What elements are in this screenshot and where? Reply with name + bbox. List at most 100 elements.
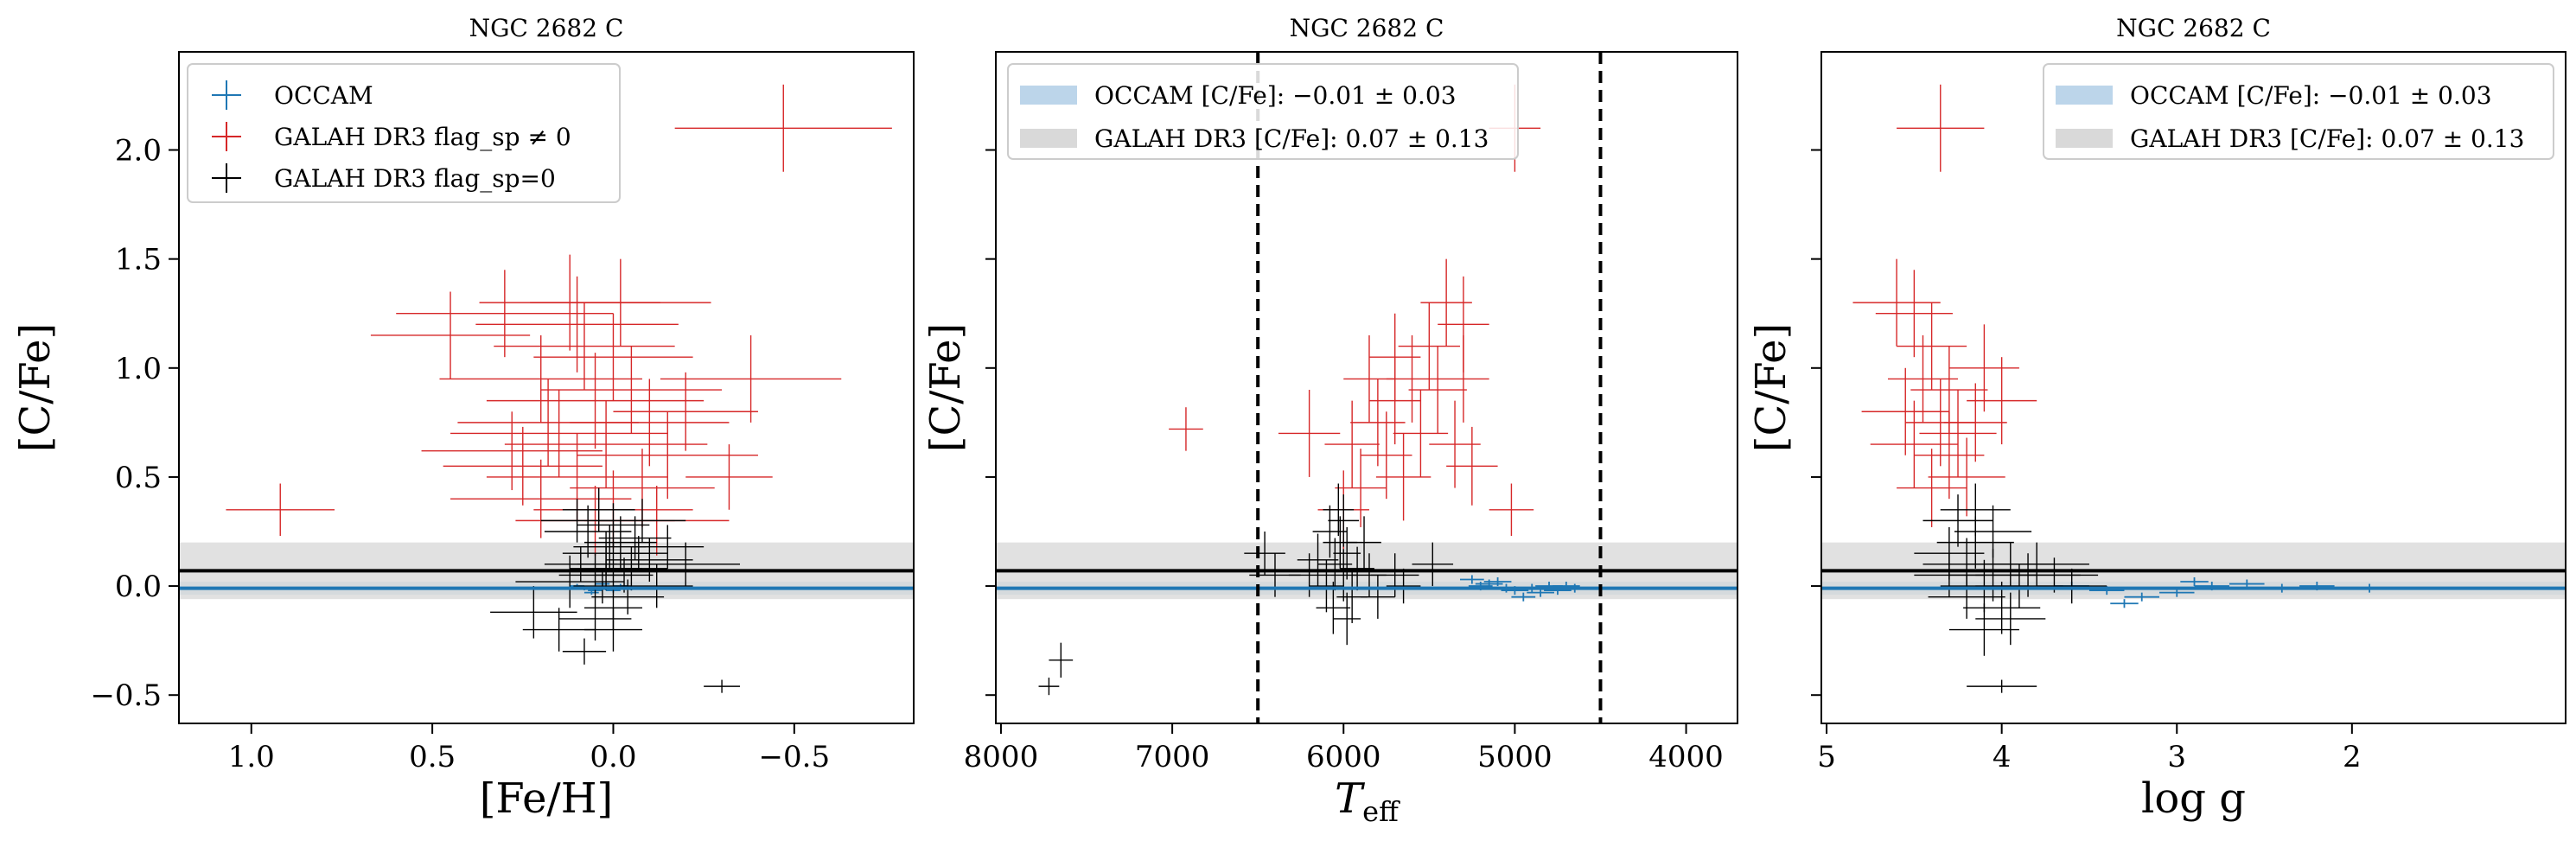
legend-label: OCCAM: [274, 81, 373, 110]
data-point: [1948, 324, 2019, 412]
data-point: [1297, 533, 1339, 587]
legend: OCCAM [C/Fe]: −0.01 ± 0.03 GALAH DR3 [C/F…: [1007, 63, 1519, 160]
data-point: [457, 379, 639, 467]
data-point: [1928, 437, 2005, 517]
data-point: [1333, 592, 1361, 646]
legend-label: GALAH DR3 flag_sp=0: [274, 164, 556, 193]
data-point: [475, 276, 679, 373]
data-point: [1386, 568, 1421, 604]
data-point: [570, 546, 642, 591]
data-point: [631, 525, 705, 569]
y-tick-label: 1.0: [115, 352, 162, 386]
panel-title: NGC 2682 C: [2116, 14, 2271, 42]
data-point: [1975, 592, 2046, 646]
data-point: [609, 536, 668, 571]
data-point: [396, 270, 614, 358]
data-point: [540, 499, 614, 543]
data-point: [1312, 505, 1348, 558]
data-point: [1038, 678, 1060, 696]
legend-label: GALAH DR3 [C/Fe]: 0.07 ± 0.13: [2130, 124, 2524, 153]
plot-frame: [995, 51, 1738, 724]
legend-box: [1007, 63, 1519, 160]
data-point: [522, 608, 596, 652]
data-point: [1244, 532, 1285, 576]
x-tick-label: 5000: [1477, 740, 1553, 774]
y-tick-label: 1.5: [115, 243, 162, 277]
legend-swatch: [2056, 129, 2113, 148]
x-axis-label: [Fe/H]: [480, 774, 614, 823]
plot-area: [1821, 84, 2566, 693]
series-2: [490, 487, 741, 693]
y-tick-label: 0.0: [115, 570, 162, 604]
data-point: [1919, 390, 1997, 477]
data-point: [1375, 433, 1431, 521]
data-point: [1943, 383, 2007, 462]
data-point: [1324, 400, 1380, 488]
data-point: [1316, 582, 1351, 634]
x-axis-label: Teff: [1335, 774, 1400, 828]
data-point: [613, 372, 758, 451]
plot-area: [179, 84, 914, 693]
data-point: [2037, 568, 2107, 604]
panel-title: NGC 2682 C: [469, 14, 624, 42]
x-tick-label: 8000: [964, 740, 1039, 774]
data-point: [660, 334, 842, 423]
panel-title: NGC 2682 C: [1290, 14, 1444, 42]
data-point: [439, 334, 642, 423]
data-point: [1875, 270, 1953, 358]
data-point: [1328, 494, 1360, 547]
x-tick-label: 5: [1817, 740, 1836, 774]
y-axis-label: [C/Fe]: [11, 323, 60, 452]
data-point: [1963, 582, 2041, 634]
x-tick-label: 0.5: [409, 740, 456, 774]
data-point: [540, 346, 723, 434]
data-point: [583, 590, 599, 595]
data-point: [486, 353, 705, 449]
data-point: [1398, 302, 1460, 391]
data-point: [558, 596, 632, 641]
data-point: [421, 411, 603, 491]
legend-label: OCCAM [C/Fe]: −0.01 ± 0.03: [2130, 81, 2492, 110]
plot-frame: [178, 51, 915, 724]
y-tick-label: 0.5: [115, 461, 162, 495]
panel-3: 5 4 3 2 NGC 2682 C log g [C/Fe] OCCAM [C/Fe]: −…: [1747, 14, 2566, 823]
data-point: [1420, 258, 1472, 347]
data-point: [1954, 505, 2032, 558]
data-point: [598, 516, 672, 560]
data-point: [370, 291, 531, 379]
data-point: [1489, 483, 1534, 537]
data-point: [1914, 411, 1985, 500]
legend: OCCAM [C/Fe]: −0.01 ± 0.03 GALAH DR3 [C/F…: [2043, 63, 2554, 160]
data-point: [1984, 542, 2089, 587]
data-point: [544, 505, 632, 558]
legend-box: [187, 63, 621, 203]
data-point: [562, 638, 607, 665]
data-point: [1438, 334, 1489, 423]
data-point: [583, 608, 642, 652]
data-point: [1511, 592, 1536, 602]
data-point: [533, 313, 693, 401]
x-axis-label-sub: eff: [1362, 795, 1400, 828]
y-axis-label: [C/Fe]: [1747, 323, 1795, 452]
data-point: [577, 411, 758, 500]
series-2: [1038, 483, 1454, 696]
data-point: [1446, 426, 1498, 506]
data-point: [1948, 603, 2019, 656]
legend-swatch: [2056, 86, 2113, 105]
x-tick-label: 4: [1993, 740, 2012, 774]
legend-swatch: [1020, 129, 1077, 148]
data-point: [1967, 679, 2037, 693]
data-point: [1429, 400, 1481, 488]
data-point: [1928, 575, 2005, 619]
data-point: [443, 426, 603, 506]
data-point: [450, 390, 668, 477]
plot-frame: [1820, 51, 2566, 724]
data-point: [1967, 357, 2037, 445]
data-point: [704, 679, 741, 693]
data-point: [1940, 483, 2011, 537]
data-point: [591, 579, 665, 615]
data-point: [1922, 494, 1993, 547]
series-1: [1852, 84, 2037, 527]
data-point: [606, 538, 693, 583]
